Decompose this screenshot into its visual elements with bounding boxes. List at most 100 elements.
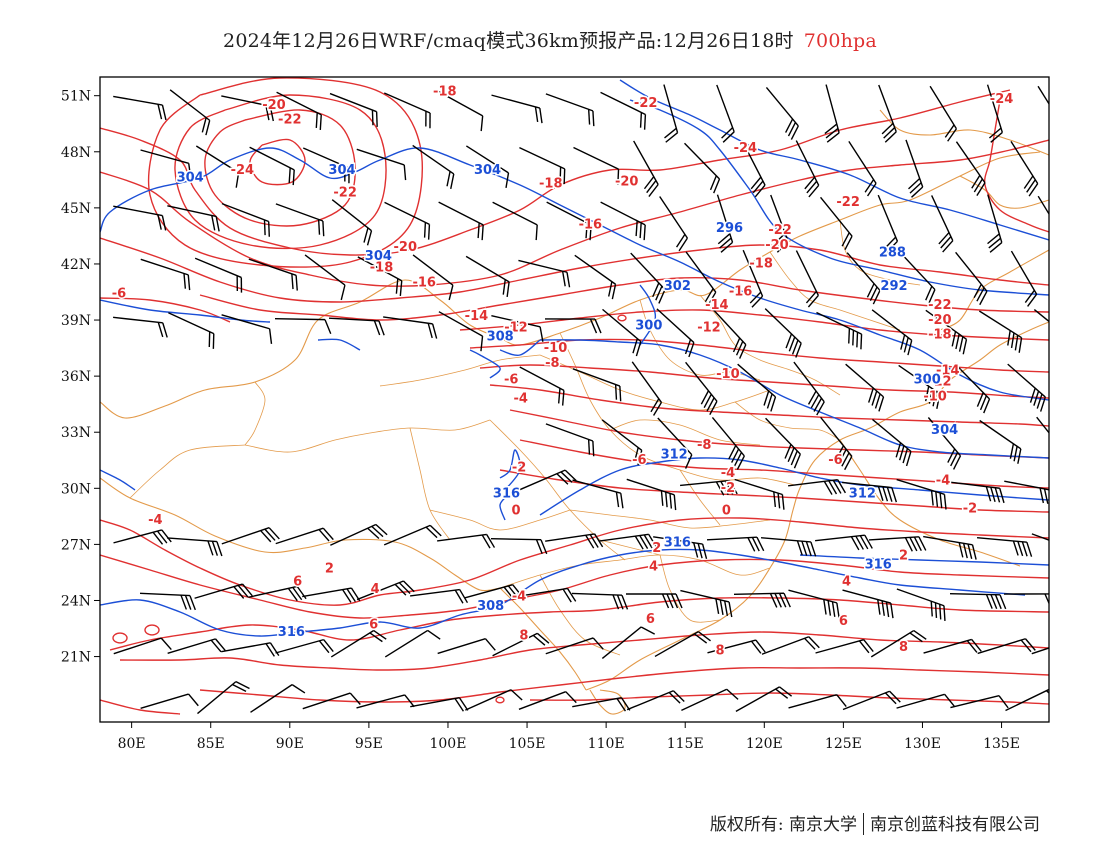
x-tick-label: 95E xyxy=(355,736,383,752)
height-contour xyxy=(499,494,509,521)
x-tick-label: 85E xyxy=(197,736,225,752)
wind-barb xyxy=(978,310,1023,353)
province-line xyxy=(659,554,721,623)
wind-barb xyxy=(657,417,693,469)
wind-barb xyxy=(735,686,793,712)
wind-barb xyxy=(383,316,438,339)
wind-barb xyxy=(601,419,643,466)
wind-barb xyxy=(573,146,620,185)
temperature-label: -4 xyxy=(148,513,162,528)
footer-copyright-owner: 版权所有: 南京大学 xyxy=(709,815,857,835)
boundary-line xyxy=(585,321,1049,691)
height-contour xyxy=(629,99,1049,296)
wind-barb xyxy=(249,146,295,186)
height-contour xyxy=(469,349,501,379)
temperature-label: 6 xyxy=(293,575,302,590)
temperature-label: 2 xyxy=(899,548,908,563)
country-province-boundaries xyxy=(100,109,1049,715)
temperature-label: -18 xyxy=(749,257,773,272)
wind-barb xyxy=(169,89,211,136)
height-label: 292 xyxy=(880,279,907,294)
wind-barb xyxy=(599,533,658,550)
copyright-footer: 版权所有: 南京大学 南京创蓝科技有限公司 xyxy=(600,810,1040,835)
wind-barb xyxy=(987,194,1003,253)
wind-barb xyxy=(410,588,469,604)
wind-barb xyxy=(737,363,777,412)
wind-barb xyxy=(518,259,571,288)
footer-company: 南京创蓝科技有限公司 xyxy=(870,815,1040,835)
wind-barb xyxy=(680,589,733,618)
wind-barb xyxy=(329,92,378,127)
wind-barb xyxy=(764,308,802,358)
wind-barb xyxy=(221,314,273,344)
x-tick-label: 80E xyxy=(118,736,146,752)
temperature-label: -16 xyxy=(412,275,436,290)
wind-barb xyxy=(221,95,274,122)
temperature-label: -18 xyxy=(539,176,563,191)
temperature-label: -24 xyxy=(231,163,255,178)
wind-barb xyxy=(1004,480,1049,504)
temperature-contour xyxy=(100,89,1011,256)
x-tick-label: 135E xyxy=(983,736,1020,752)
wind-barb xyxy=(793,361,825,416)
province-line xyxy=(489,419,626,561)
wind-barb xyxy=(706,536,765,552)
longitude-ticks: 80E 85E 90E 95E 100E 105E 110E 115E 120E 125E 130E… xyxy=(118,722,1020,752)
wind-barb xyxy=(788,694,847,709)
wind-barb xyxy=(625,593,683,609)
wind-barb xyxy=(276,91,322,130)
height-label: 304 xyxy=(365,249,392,264)
wind-barb xyxy=(707,639,766,654)
map-frame xyxy=(99,76,1050,723)
wind-barb xyxy=(898,364,941,409)
temperature-label: -12 xyxy=(504,320,528,335)
wind-barb xyxy=(1003,593,1049,606)
wind-barb xyxy=(545,637,604,655)
height-label: 304 xyxy=(474,163,501,178)
temperature-contour xyxy=(459,309,1049,341)
temperature-contour xyxy=(199,276,1049,321)
wind-barb xyxy=(1010,140,1039,197)
temperature-label: -20 xyxy=(262,98,286,113)
wind-barb xyxy=(976,536,1033,557)
temperature-label: -20 xyxy=(928,313,952,328)
province-line xyxy=(699,294,841,396)
temperature-label: -22 xyxy=(278,113,302,128)
wind-barb xyxy=(979,419,1022,464)
wind-barb xyxy=(842,690,901,711)
y-tick-label: 30N xyxy=(61,481,91,497)
wind-barb xyxy=(194,583,253,599)
wind-barb xyxy=(896,588,946,621)
wind-barb xyxy=(250,684,306,713)
wind-barb xyxy=(331,199,373,246)
wind-barb xyxy=(760,537,817,557)
wind-barb xyxy=(711,307,747,359)
wind-barb xyxy=(140,149,192,179)
temperature-label: -22 xyxy=(333,186,357,201)
wind-barb xyxy=(923,535,977,560)
wind-barb xyxy=(139,592,196,611)
wind-barb xyxy=(977,638,1036,655)
temperature-label: -10 xyxy=(544,341,568,356)
wind-barb xyxy=(572,368,622,402)
boundary-line xyxy=(499,587,587,691)
wind-barb xyxy=(842,589,894,619)
temperature-label: 0 xyxy=(722,503,731,518)
wind-barb xyxy=(868,536,927,552)
wind-barb xyxy=(167,638,226,655)
wind-barb xyxy=(275,638,334,654)
wind-barb xyxy=(931,195,954,253)
wind-barb xyxy=(140,693,199,709)
height-label: 300 xyxy=(914,373,941,388)
wind-barb xyxy=(896,478,947,510)
footer-divider xyxy=(863,813,864,835)
temperature-contour xyxy=(489,384,1049,427)
height-label: 296 xyxy=(716,221,743,236)
wind-barb xyxy=(848,141,877,197)
temperature-label: -4 xyxy=(513,391,527,406)
wind-barb xyxy=(545,533,604,549)
temperature-label: -18 xyxy=(433,85,457,100)
wind-barb xyxy=(356,148,407,181)
wind-barb xyxy=(1033,309,1049,323)
